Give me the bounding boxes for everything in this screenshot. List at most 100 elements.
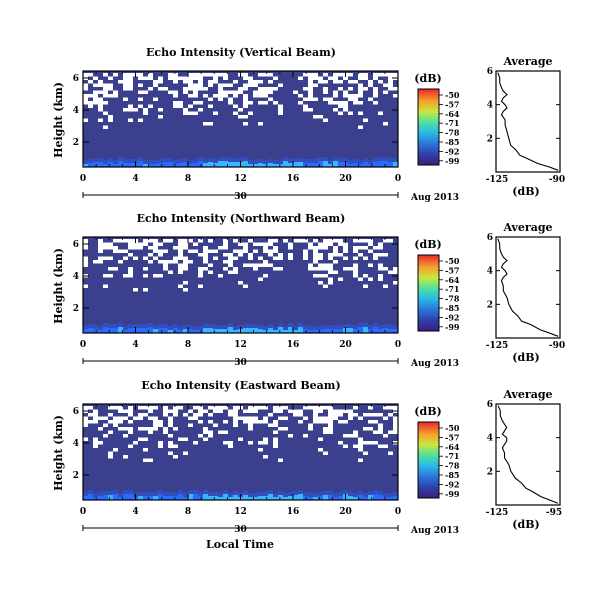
surface-cell <box>163 328 168 333</box>
no-data-cell <box>323 87 328 91</box>
no-data-cell <box>343 104 348 108</box>
no-data-cell <box>333 90 338 94</box>
surface-cell <box>193 490 198 494</box>
no-data-cell <box>318 263 323 267</box>
surface-cell <box>358 495 363 500</box>
surface-cell <box>138 161 143 167</box>
no-data-cell <box>98 108 103 112</box>
no-data-cell <box>153 246 158 250</box>
no-data-cell <box>323 90 328 94</box>
surface-cell <box>388 493 393 497</box>
surface-cell <box>208 158 213 162</box>
surface-cell <box>383 328 388 333</box>
surface-cell <box>233 158 238 162</box>
no-data-cell <box>208 413 213 417</box>
colorbar-tick-label: -99 <box>445 489 460 499</box>
surface-cell <box>138 157 143 161</box>
no-data-cell <box>248 263 253 267</box>
no-data-cell <box>333 416 338 420</box>
surface-cell <box>263 326 268 330</box>
no-data-cell <box>213 94 218 98</box>
colorbar-tick-label: -64 <box>445 442 460 452</box>
no-data-cell <box>383 406 388 410</box>
colorbar-tick-label: -50 <box>445 90 460 100</box>
no-data-cell <box>303 253 308 257</box>
no-data-cell <box>98 416 103 420</box>
no-data-cell <box>323 420 328 424</box>
surface-cell <box>218 329 223 333</box>
surface-cell <box>313 497 318 500</box>
colorbar-tick-label: -64 <box>445 109 460 119</box>
surface-cell <box>173 328 178 333</box>
panel-vertical: Echo Intensity (Vertical Beam) 0 4 8 12 16 20… <box>52 46 565 203</box>
surface-cell <box>323 161 328 167</box>
surface-cell <box>208 324 213 328</box>
surface-cell <box>218 157 223 161</box>
no-data-cell <box>103 246 108 250</box>
no-data-cell <box>258 441 263 445</box>
no-data-cell <box>108 87 113 91</box>
no-data-cell <box>163 267 168 271</box>
no-data-cell <box>338 104 343 108</box>
avg-min-label: -125 <box>486 175 509 185</box>
surface-cell <box>353 163 358 167</box>
no-data-cell <box>273 430 278 434</box>
no-data-cell <box>128 80 133 84</box>
no-data-cell <box>173 455 178 459</box>
no-data-cell <box>383 284 388 288</box>
surface-cell <box>128 494 133 500</box>
surface-cell <box>168 330 173 333</box>
surface-cell <box>283 493 288 497</box>
no-data-cell <box>208 270 213 274</box>
surface-cell <box>323 157 328 161</box>
no-data-cell <box>308 108 313 112</box>
no-data-cell <box>388 73 393 77</box>
no-data-cell <box>173 101 178 105</box>
no-data-cell <box>108 274 113 278</box>
no-data-cell <box>203 430 208 434</box>
x-tick-label: 20 <box>339 507 352 517</box>
heatmap <box>83 404 398 500</box>
no-data-cell <box>148 406 153 410</box>
no-data-cell <box>188 409 193 413</box>
surface-cell <box>143 164 148 167</box>
no-data-cell <box>393 423 398 427</box>
no-data-cell <box>143 108 148 112</box>
surface-cell <box>293 495 298 500</box>
no-data-cell <box>168 90 173 94</box>
no-data-cell <box>243 420 248 424</box>
surface-cell <box>218 493 223 497</box>
y-tick-label: 2 <box>73 304 79 314</box>
no-data-cell <box>228 444 233 448</box>
surface-cell <box>283 497 288 500</box>
surface-cell <box>338 496 343 500</box>
no-data-cell <box>163 263 168 267</box>
no-data-cell <box>158 249 163 253</box>
no-data-cell <box>128 427 133 431</box>
surface-cell <box>248 164 253 167</box>
no-data-cell <box>368 427 373 431</box>
y-tick-label: 4 <box>73 439 79 449</box>
surface-cell <box>93 162 98 167</box>
no-data-cell <box>313 274 318 278</box>
surface-cell <box>193 330 198 333</box>
surface-cell <box>313 330 318 333</box>
no-data-cell <box>278 111 283 115</box>
no-data-cell <box>98 242 103 246</box>
surface-cell <box>323 325 328 329</box>
no-data-cell <box>133 256 138 260</box>
no-data-cell <box>338 73 343 77</box>
no-data-cell <box>218 97 223 101</box>
surface-cell <box>148 496 153 500</box>
no-data-cell <box>88 73 93 77</box>
surface-cell <box>363 162 368 167</box>
no-data-cell <box>203 94 208 98</box>
surface-cell <box>328 160 333 164</box>
no-data-cell <box>168 270 173 274</box>
surface-cell <box>143 492 148 496</box>
no-data-cell <box>103 416 108 420</box>
no-data-cell <box>143 274 148 278</box>
no-data-cell <box>88 101 93 105</box>
no-data-cell <box>263 94 268 98</box>
surface-cell <box>243 161 248 167</box>
